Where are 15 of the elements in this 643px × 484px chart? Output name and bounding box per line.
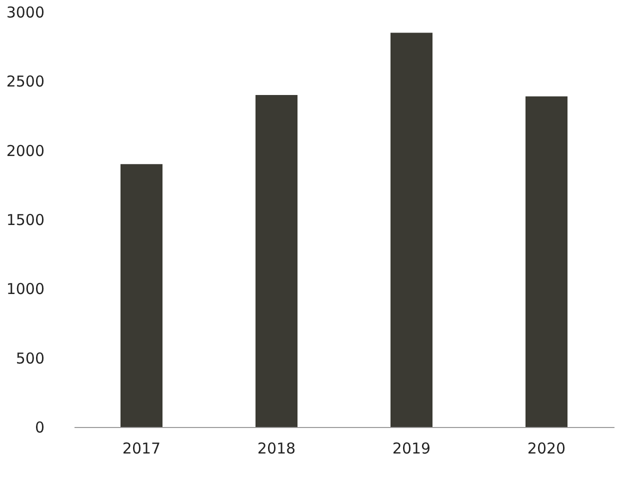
x-tick-label: 2017 <box>122 440 161 458</box>
y-tick-label: 0 <box>34 418 44 436</box>
bar <box>390 32 432 427</box>
y-tick-label: 2500 <box>6 72 44 91</box>
x-tick-label: 2020 <box>527 440 566 458</box>
y-tick-label: 1000 <box>6 280 44 298</box>
x-tick-label: 2018 <box>257 440 296 458</box>
bar <box>526 96 568 427</box>
y-tick-label: 2000 <box>6 142 44 160</box>
bar <box>256 95 298 427</box>
x-tick-label: 2019 <box>392 440 431 458</box>
y-tick-label: 1500 <box>6 211 44 229</box>
bar <box>120 164 162 427</box>
y-tick-label: 500 <box>16 349 44 368</box>
y-tick-label: 3000 <box>6 4 44 22</box>
